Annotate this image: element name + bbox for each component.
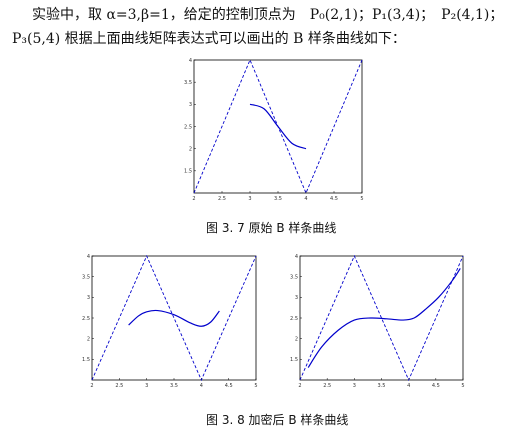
x-tick-label: 5	[254, 383, 257, 389]
x-tick-label: 2.5	[323, 383, 331, 389]
x-tick-label: 3.5	[170, 383, 178, 389]
x-tick-label: 4	[407, 383, 410, 389]
y-tick-label: 2.5	[82, 316, 90, 322]
y-tick-label: 2	[295, 336, 298, 342]
y-tick-label: 3	[87, 295, 90, 301]
y-tick-label: 2	[87, 336, 90, 342]
x-tick-label: 5	[360, 196, 363, 202]
x-tick-label: 5	[461, 383, 464, 389]
bspline-curve	[128, 309, 220, 327]
bspline-curve	[249, 103, 307, 150]
y-tick-label: 3.5	[184, 80, 192, 86]
y-tick-label: 3.5	[82, 274, 90, 280]
x-tick-label: 4	[200, 383, 203, 389]
chart-densified-bspline-left: 2 2.5 3 3.5 4 4.5 5 1.5 2 2.5 3 3.5 4	[82, 254, 258, 389]
x-tick-label: 4.5	[432, 383, 440, 389]
y-tick-label: 2.5	[290, 316, 298, 322]
figure-caption-3-8: 图 3. 8 加密后 B 样条曲线	[206, 413, 349, 427]
x-tick-label: 2	[90, 383, 93, 389]
y-tick-label: 4	[295, 254, 298, 260]
y-tick-label: 1.5	[184, 169, 192, 175]
paragraph-line-2: P₃(5,4) 根据上面曲线矩阵表达式可以画出的 B 样条曲线如下：	[12, 31, 406, 47]
x-tick-label: 2	[192, 196, 195, 202]
y-tick-label: 4	[189, 58, 192, 64]
x-tick-label: 2.5	[218, 196, 226, 202]
x-tick-label: 4.5	[225, 383, 233, 389]
y-tick-label: 3	[295, 295, 298, 301]
x-tick-label: 4.5	[330, 196, 338, 202]
x-tick-label: 4	[304, 196, 307, 202]
x-tick-label: 2	[298, 383, 301, 389]
y-tick-label: 3.5	[290, 274, 298, 280]
x-tick-label: 3.5	[378, 383, 386, 389]
x-tick-label: 3	[248, 196, 251, 202]
y-tick-label: 2	[189, 146, 192, 152]
y-tick-label: 3	[189, 102, 192, 108]
x-tick-label: 3.5	[274, 196, 282, 202]
paragraph-line-1: 实验中，取 α=3,β=1，给定的控制顶点为 P₀(2,1)；P₁(3,4)； …	[32, 7, 504, 23]
figure-caption-3-7: 图 3. 7 原始 B 样条曲线	[206, 221, 337, 235]
x-tick-label: 3	[353, 383, 356, 389]
y-tick-label: 1.5	[82, 357, 90, 363]
y-tick-label: 1.5	[290, 357, 298, 363]
bspline-curve	[307, 268, 461, 368]
x-tick-label: 2.5	[115, 383, 123, 389]
y-tick-label: 2.5	[184, 124, 192, 130]
plot-frame	[91, 255, 257, 381]
x-tick-label: 3	[145, 383, 148, 389]
chart-original-bspline: 2 2.5 3 3.5 4 4.5 5 1.5 2 2.5 3 3.5 4	[184, 58, 364, 202]
y-tick-label: 4	[87, 254, 90, 260]
control-polygon-line	[91, 254, 257, 382]
chart-densified-bspline-right: 2 2.5 3 3.5 4 4.5 5 1.5 2 2.5 3 3.5 4	[290, 254, 465, 389]
control-polygon-line	[299, 254, 464, 382]
